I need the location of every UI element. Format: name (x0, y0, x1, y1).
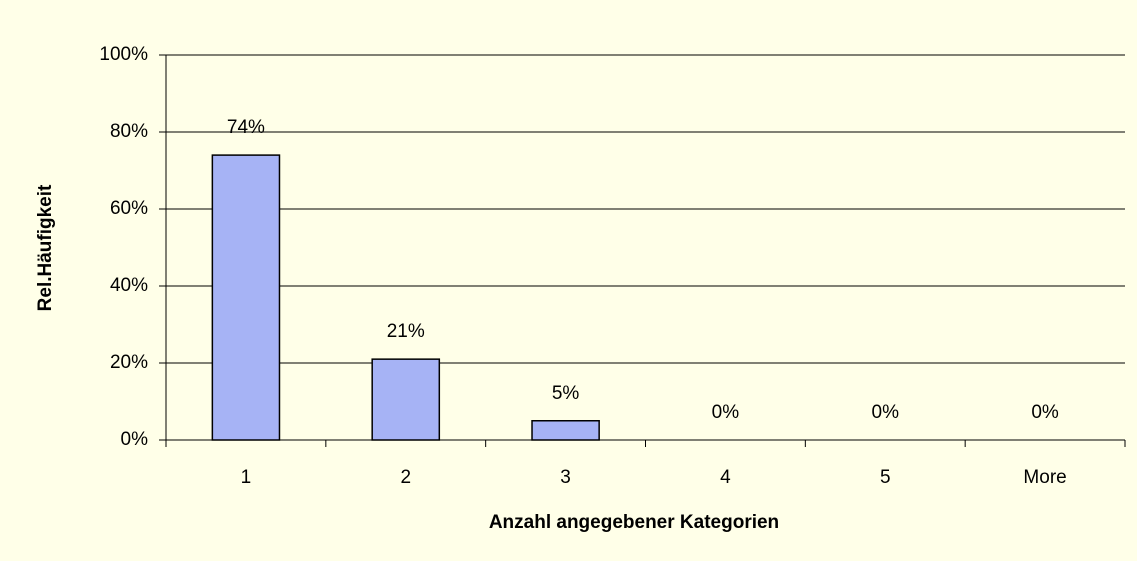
y-tick-label: 60% (110, 198, 148, 219)
data-label: 0% (1031, 402, 1059, 423)
x-tick-label: 3 (560, 467, 571, 488)
y-tick-label: 0% (121, 429, 149, 450)
data-label: 74% (227, 117, 265, 138)
data-label: 0% (712, 402, 740, 423)
y-tick-label: 80% (110, 121, 148, 142)
data-label: 0% (872, 402, 900, 423)
y-tick-label: 20% (110, 352, 148, 373)
data-label: 5% (552, 383, 580, 404)
y-axis-title: Rel.Häufigkeit (35, 184, 56, 311)
bar (371, 358, 441, 441)
x-tick-label: 2 (400, 467, 411, 488)
x-tick-label: More (1023, 467, 1066, 488)
bar (531, 420, 600, 441)
bar (211, 154, 281, 441)
x-tick-label: 5 (880, 467, 891, 488)
x-tick-label: 4 (720, 467, 731, 488)
x-axis-title: Anzahl angegebener Kategorien (489, 512, 779, 533)
x-tick-label: 1 (241, 467, 252, 488)
y-tick-label: 40% (110, 275, 148, 296)
data-label: 21% (387, 321, 425, 342)
y-tick-label: 100% (99, 44, 148, 65)
